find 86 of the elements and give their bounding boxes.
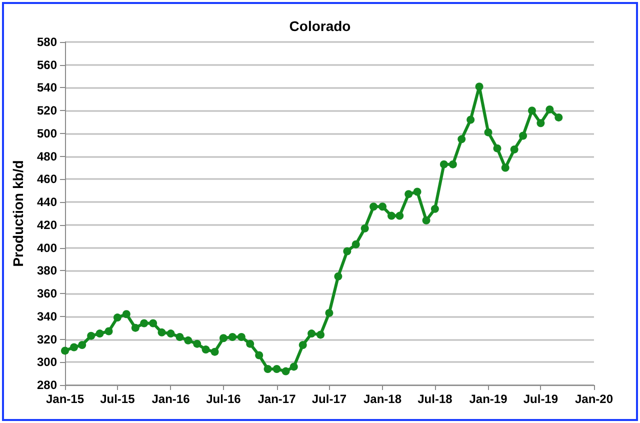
y-tick-label: 460	[36, 172, 58, 186]
point	[360, 224, 369, 232]
point	[290, 362, 298, 371]
point	[370, 202, 378, 211]
point	[388, 212, 396, 220]
x-tick-label: Jan-16	[152, 392, 190, 406]
point	[184, 336, 192, 344]
point	[272, 364, 281, 373]
point	[61, 346, 69, 355]
point	[96, 330, 104, 338]
point	[104, 327, 113, 336]
point	[554, 113, 563, 122]
y-tick-label: 580	[36, 35, 58, 49]
chart-title: Colorado	[289, 18, 351, 34]
y-tick-label: 380	[36, 264, 58, 278]
point	[528, 106, 536, 115]
x-tick-label: Jan-19	[469, 392, 508, 406]
point	[493, 144, 502, 152]
point	[193, 340, 202, 348]
x-tick-label: Jul-15	[100, 392, 136, 406]
point	[475, 82, 484, 91]
y-tick-label: 300	[36, 355, 58, 370]
point	[255, 351, 264, 360]
point	[122, 310, 130, 318]
y-tick-label: 520	[36, 104, 58, 118]
x-tick-label: Jul-17	[312, 392, 347, 406]
point	[546, 105, 554, 114]
point	[448, 160, 457, 168]
point	[264, 364, 272, 373]
point	[536, 119, 545, 128]
point	[378, 202, 387, 211]
point	[308, 330, 316, 338]
point	[210, 348, 219, 356]
y-tick-label: 420	[36, 218, 58, 232]
point	[282, 367, 290, 376]
point	[70, 343, 78, 352]
point	[149, 319, 158, 328]
point	[510, 145, 518, 154]
y-tick-label: 540	[36, 80, 58, 95]
point	[166, 330, 175, 338]
x-tick-label: Jan-20	[574, 392, 614, 406]
point	[140, 319, 148, 328]
y-tick-label: 500	[36, 126, 58, 140]
point	[466, 116, 475, 124]
point	[158, 328, 166, 336]
point	[78, 340, 86, 349]
point	[422, 216, 430, 224]
y-tick-label: 280	[36, 378, 58, 392]
point	[501, 164, 510, 172]
point	[519, 132, 528, 140]
point	[413, 188, 422, 196]
point	[440, 160, 448, 168]
point	[334, 272, 342, 280]
y-tick-label: 320	[36, 332, 58, 346]
point	[396, 212, 404, 220]
point	[430, 204, 439, 213]
point	[202, 346, 210, 354]
point	[352, 240, 360, 248]
point	[325, 308, 334, 317]
point	[316, 330, 325, 339]
y-tick-label: 340	[36, 309, 58, 324]
point	[219, 334, 228, 342]
x-tick-label: Jan-15	[46, 392, 84, 406]
y-tick-label: 560	[36, 58, 58, 72]
point	[458, 135, 466, 144]
point	[246, 340, 254, 348]
point	[404, 190, 413, 198]
point	[176, 332, 184, 341]
y-axis-title: Production kb/d	[10, 160, 26, 267]
y-tick-label: 440	[36, 195, 58, 210]
x-tick-label: Jan-17	[258, 392, 296, 406]
point	[131, 324, 140, 332]
y-tick-label: 360	[36, 286, 58, 301]
y-tick-label: 480	[36, 149, 58, 164]
x-tick-label: Jul-16	[206, 392, 242, 406]
point	[228, 332, 236, 341]
point	[484, 128, 492, 136]
point	[298, 340, 307, 349]
point	[113, 314, 122, 322]
x-tick-label: Jul-19	[523, 392, 558, 406]
point	[343, 247, 352, 256]
x-tick-label: Jan-18	[364, 392, 402, 406]
y-tick-label: 400	[36, 240, 58, 255]
x-tick-label: Jul-18	[418, 392, 453, 406]
point	[237, 332, 246, 341]
point	[87, 332, 96, 340]
